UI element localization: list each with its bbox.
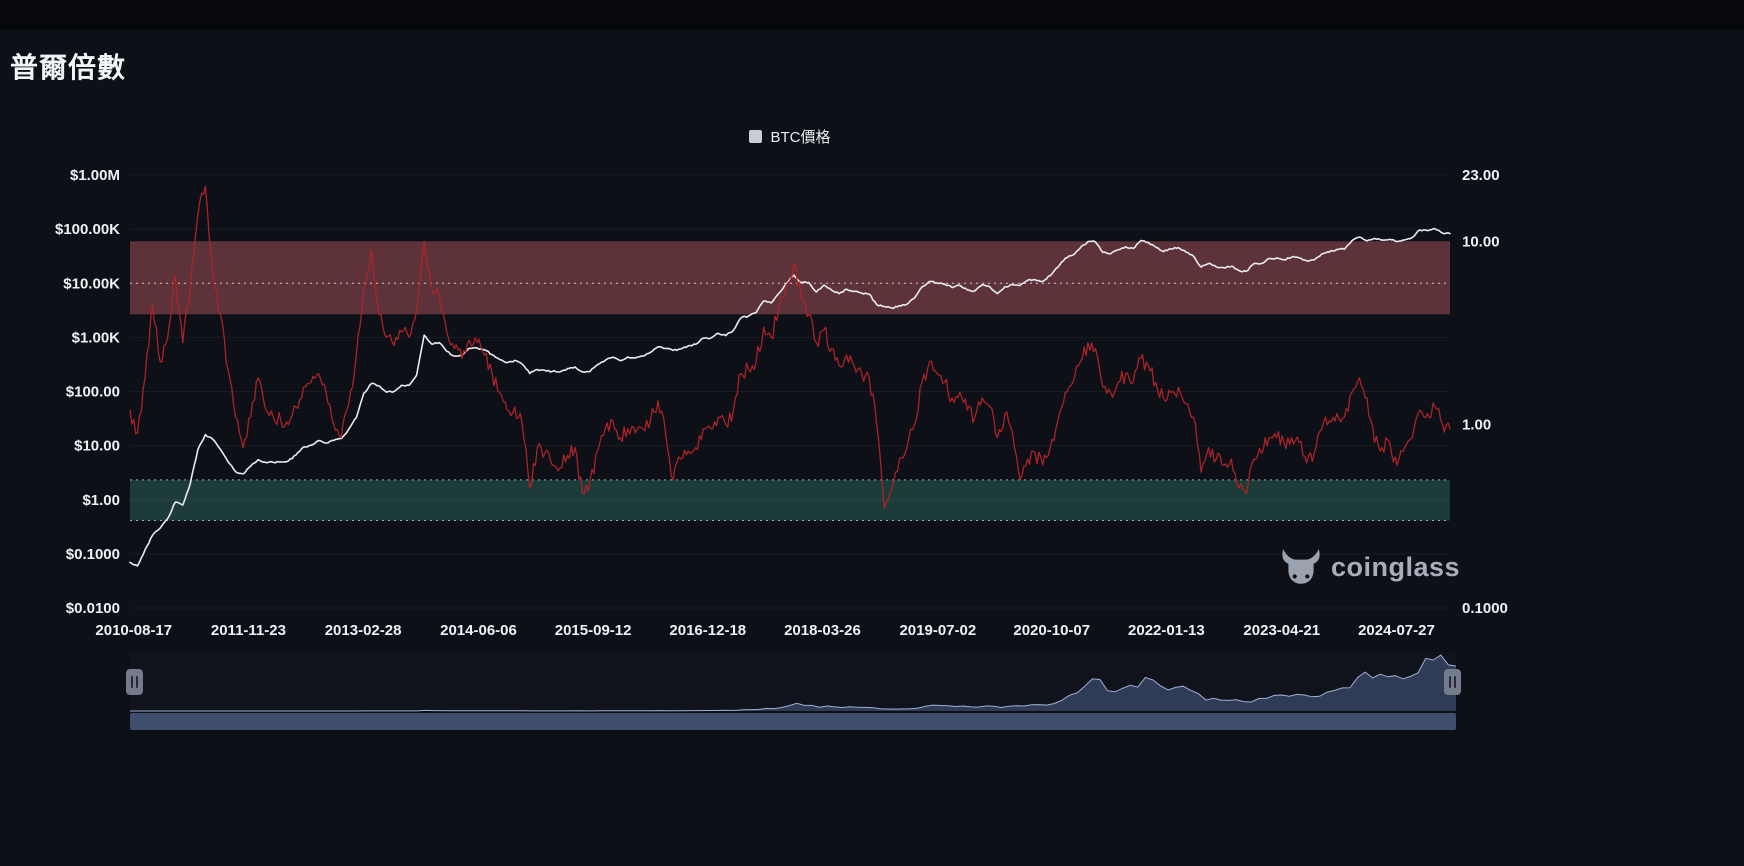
x-axis-label: 2014-06-06 (440, 622, 517, 639)
left-axis-label: $1.00 (82, 492, 120, 509)
left-axis-label: $100.00 (66, 384, 120, 401)
drag-handle-icon (1454, 676, 1456, 688)
x-axis-label: 2023-04-21 (1243, 622, 1320, 639)
navigator-left-handle[interactable] (126, 669, 143, 695)
watermark-text: coinglass (1331, 551, 1461, 582)
x-axis-label: 2019-07-02 (899, 622, 976, 639)
x-axis-label: 2015-09-12 (555, 622, 632, 639)
legend-item-btc-price[interactable]: BTC價格 (749, 126, 831, 147)
x-axis-label: 2016-12-18 (669, 622, 746, 639)
top-strip (0, 0, 1744, 30)
x-axis-label: 2011-11-23 (211, 622, 286, 639)
page-title: 普爾倍數 (10, 52, 127, 83)
left-axis-label: $1.00K (72, 329, 121, 346)
navigator-right-handle[interactable] (1444, 669, 1461, 695)
watermark: coinglass (1280, 548, 1460, 586)
drag-handle-icon (1449, 676, 1451, 688)
drag-handle-icon (131, 676, 133, 688)
navigator-area[interactable] (130, 655, 1456, 711)
left-axis-label: $0.1000 (66, 546, 120, 563)
navigator-line (130, 654, 1457, 712)
buy-zone-band (130, 479, 1450, 521)
series-puell-multiple (129, 185, 1451, 509)
x-axis-label: 2020-10-07 (1013, 622, 1090, 639)
x-axis-label: 2022-01-13 (1128, 622, 1205, 639)
right-axis-label: 10.00 (1462, 233, 1500, 250)
left-axis-label: $100.00K (55, 221, 120, 238)
x-axis-label: 2010-08-17 (95, 622, 172, 639)
right-axis-label: 23.00 (1462, 167, 1500, 184)
drag-handle-icon (136, 676, 138, 688)
x-axis-label: 2013-02-28 (325, 622, 402, 639)
x-axis-label: 2018-03-26 (784, 622, 861, 639)
right-axis-label: 0.1000 (1462, 600, 1508, 617)
left-axis-label: $0.0100 (66, 600, 120, 617)
left-axis-label: $10.00 (74, 438, 120, 455)
left-axis-label: $10.00K (63, 275, 120, 292)
navigator-background (130, 652, 1456, 711)
legend: BTC價格 (130, 126, 1450, 147)
series-btc-price (129, 227, 1451, 567)
navigator-scrollbar[interactable] (130, 713, 1456, 730)
left-axis-label: $1.00M (70, 167, 120, 184)
x-axis-label: 2024-07-27 (1358, 622, 1435, 639)
legend-swatch-icon (749, 130, 763, 143)
right-axis-label: 1.00 (1462, 417, 1491, 434)
coinglass-logo-icon (1282, 549, 1320, 584)
legend-label: BTC價格 (770, 129, 831, 146)
